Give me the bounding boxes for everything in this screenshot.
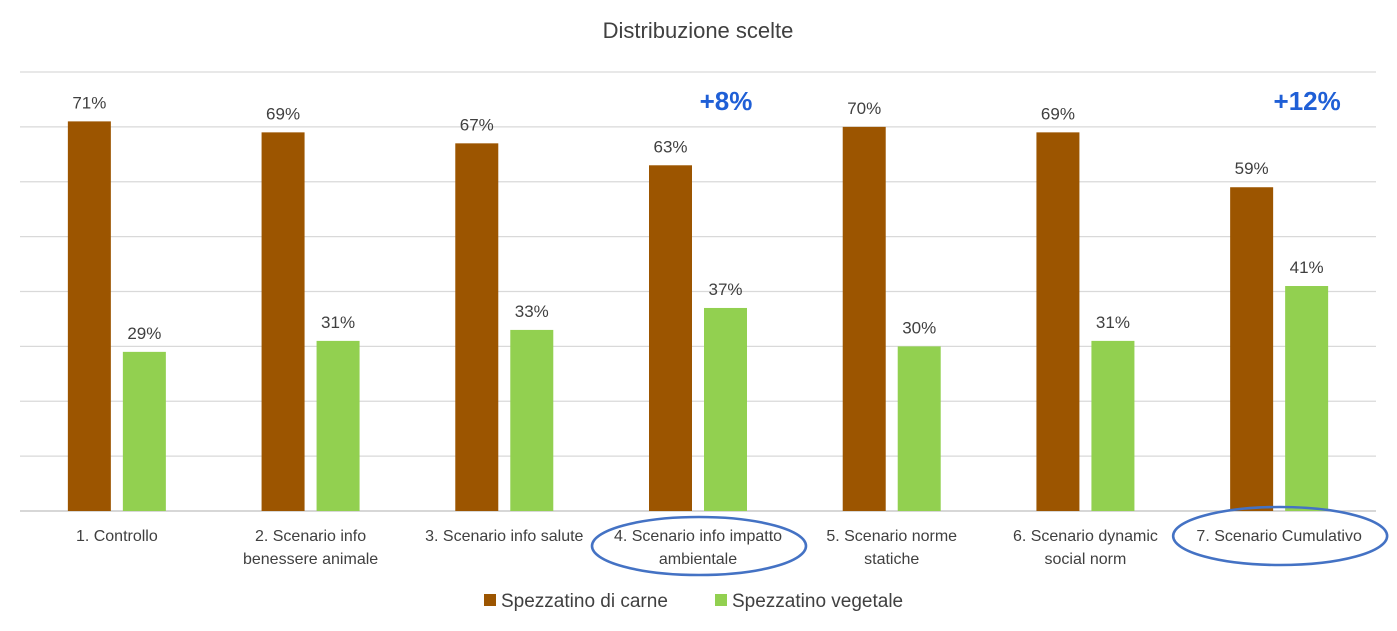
bar-carne: [67, 121, 111, 511]
delta-annotation: +12%: [1274, 86, 1341, 116]
data-label: 31%: [321, 313, 355, 332]
data-label: 59%: [1235, 159, 1269, 178]
data-label: 67%: [460, 115, 494, 134]
bar-vegetale: [122, 351, 166, 511]
data-label: 71%: [72, 93, 106, 112]
legend-label: Spezzatino vegetale: [732, 591, 903, 612]
chart-title: Distribuzione scelte: [603, 18, 794, 43]
legend: Spezzatino di carne Spezzatino vegetale: [484, 591, 903, 612]
bar-vegetale: [1285, 286, 1329, 511]
legend-swatch: [715, 594, 727, 606]
delta-annotation: +8%: [700, 86, 753, 116]
category-label: 6. Scenario dynamic: [1013, 528, 1158, 545]
data-label: 30%: [902, 318, 936, 337]
category-label: 7. Scenario Cumulativo: [1196, 528, 1362, 545]
bar-carne: [1230, 187, 1274, 512]
bar-vegetale: [510, 329, 554, 511]
highlight-ellipse: [1171, 505, 1389, 567]
category-label: 4. Scenario info impatto: [614, 528, 782, 545]
category-label: 3. Scenario info salute: [425, 528, 583, 545]
data-label: 37%: [708, 280, 742, 299]
bar-carne: [649, 165, 692, 511]
highlight-ellipse: [590, 515, 808, 577]
bar-vegetale: [316, 340, 360, 511]
category-label: statiche: [864, 551, 919, 568]
data-label: 29%: [127, 324, 161, 343]
bar-carne: [842, 126, 886, 511]
data-label: 70%: [847, 99, 881, 118]
data-label: 69%: [266, 104, 300, 123]
category-label: 5. Scenario norme: [826, 528, 957, 545]
annotations: +8% +12%: [590, 86, 1389, 577]
data-label: 63%: [653, 137, 687, 156]
bar-vegetale: [704, 307, 747, 511]
data-label: 69%: [1041, 104, 1075, 123]
category-label: benessere animale: [243, 551, 378, 568]
bar-carne: [1036, 132, 1080, 512]
category-labels: 1. Controllo 2. Scenario info benessere an…: [76, 528, 1362, 568]
category-label: 1. Controllo: [76, 528, 158, 545]
bar-vegetale: [897, 346, 941, 511]
bars: [67, 121, 1329, 512]
bar-carne: [455, 143, 499, 511]
legend-label: Spezzatino di carne: [501, 591, 668, 612]
category-label: social norm: [1045, 551, 1127, 568]
bar-carne: [261, 132, 305, 512]
legend-swatch: [484, 594, 496, 606]
data-label: 31%: [1096, 313, 1130, 332]
data-labels: 71% 29% 69% 31% 67% 33% 63% 37% 70% 30% 69% 31% 59% 4…: [72, 93, 1323, 342]
data-label: 41%: [1290, 258, 1324, 277]
data-label: 33%: [515, 302, 549, 321]
category-label: ambientale: [659, 551, 737, 568]
category-label: 2. Scenario info: [255, 528, 366, 545]
bar-vegetale: [1091, 340, 1135, 511]
gridlines: [20, 71, 1376, 512]
